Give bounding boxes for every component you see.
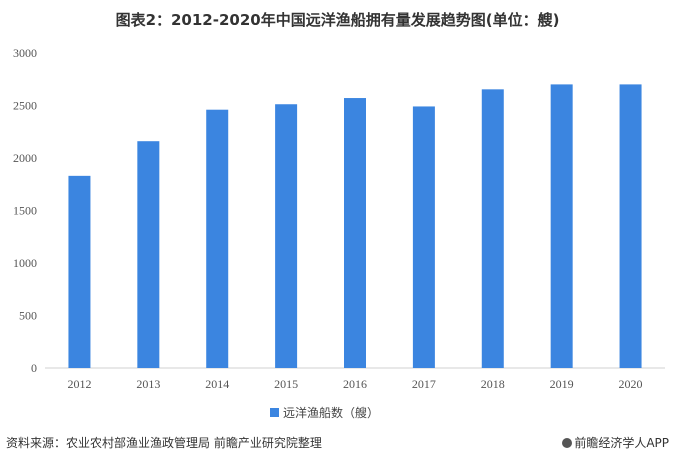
chart-bars (68, 84, 642, 369)
bar-chart: 0 500 1000 1500 2000 2500 3000 2012 2013 2014 2015… (13, 46, 665, 391)
bar-2020 (619, 84, 642, 369)
x-tick-label: 2014 (205, 377, 229, 391)
legend-swatch (270, 408, 279, 417)
bar-2013 (137, 141, 160, 368)
y-tick-label: 2500 (13, 99, 37, 113)
brand-logo-icon (562, 438, 573, 448)
bar-2019 (550, 84, 573, 369)
x-tick-label: 2018 (481, 377, 505, 391)
bar-2015 (275, 104, 298, 369)
bar-2018 (481, 89, 504, 368)
chart-axes: 0 500 1000 1500 2000 2500 3000 2012 2013 2014 2015… (13, 46, 665, 391)
chart-title: 图表2：2012-2020年中国远洋渔船拥有量发展趋势图(单位：艘) (115, 11, 560, 29)
bar-2012 (68, 175, 91, 368)
x-tick-label: 2017 (412, 377, 436, 391)
bar-2016 (344, 98, 366, 369)
y-tick-label: 2000 (13, 151, 37, 165)
brand-text: 前瞻经济学人APP (574, 436, 669, 450)
x-tick-label: 2013 (136, 377, 160, 391)
y-tick-label: 1500 (13, 204, 37, 218)
source-note: 资料来源：农业农村部渔业渔政管理局 前瞻产业研究院整理 (6, 436, 322, 450)
x-tick-label: 2019 (550, 377, 574, 391)
bar-2017 (412, 106, 435, 368)
y-tick-label: 500 (19, 309, 37, 323)
y-tick-label: 3000 (13, 46, 37, 60)
y-tick-label: 1000 (13, 256, 37, 270)
x-tick-label: 2020 (619, 377, 643, 391)
bar-2014 (206, 109, 229, 368)
legend-label: 远洋渔船数（艘） (283, 406, 380, 420)
brand-label: 前瞻经济学人APP (562, 434, 669, 451)
x-tick-label: 2012 (67, 377, 91, 391)
x-tick-label: 2015 (274, 377, 298, 391)
x-tick-label: 2016 (343, 377, 367, 391)
y-tick-label: 0 (31, 361, 37, 375)
chart-legend: 远洋渔船数（艘） (270, 404, 379, 421)
